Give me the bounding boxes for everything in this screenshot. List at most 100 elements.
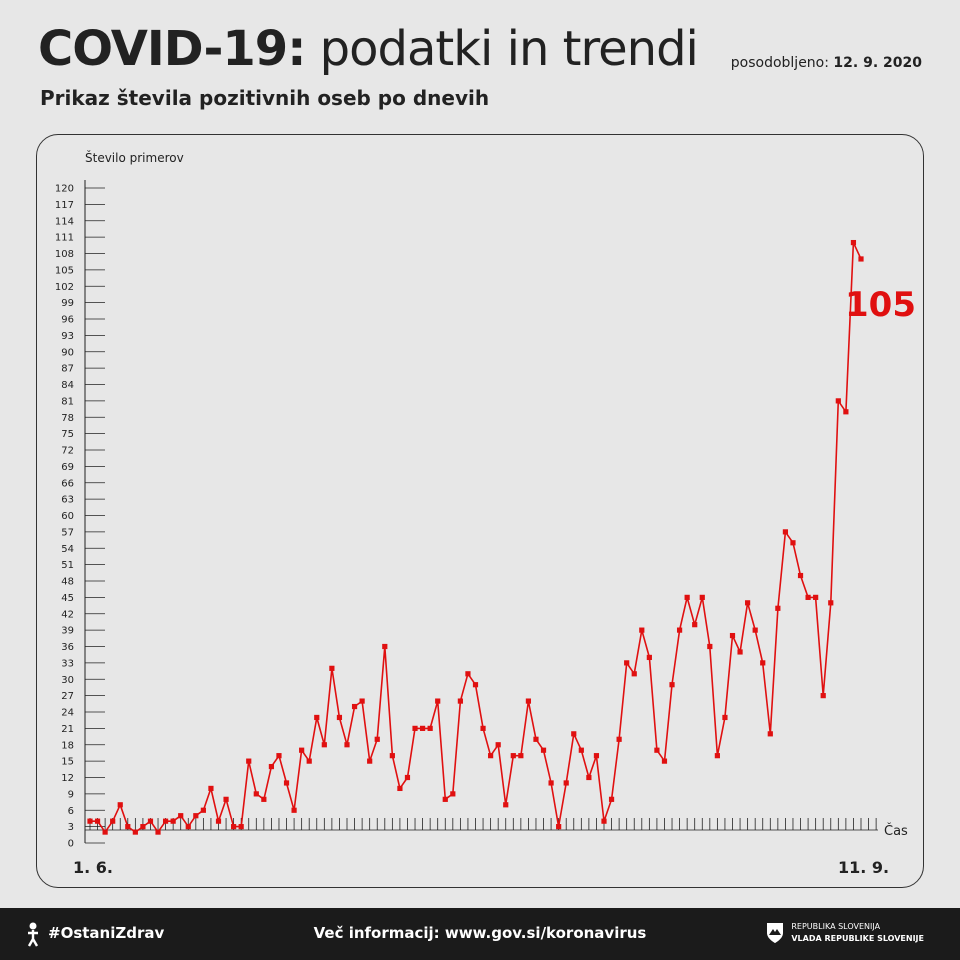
data-point [760, 660, 766, 666]
data-point [450, 791, 456, 797]
page-title: COVID-19: podatki in trendi [38, 14, 699, 84]
data-point [737, 649, 743, 655]
y-tick-label: 78 [61, 413, 74, 424]
y-tick-label: 0 [68, 839, 74, 850]
x-start-label: 1. 6. [73, 858, 113, 877]
data-point [835, 398, 841, 404]
chart-subtitle: Prikaz števila pozitivnih oseb po dnevih [40, 86, 490, 110]
y-tick-label: 51 [61, 560, 74, 571]
data-point [745, 600, 751, 606]
data-point [616, 736, 622, 742]
data-point [797, 572, 804, 579]
data-point [374, 736, 380, 742]
y-tick-label: 21 [61, 724, 74, 735]
data-point [813, 594, 819, 600]
data-point [775, 605, 781, 611]
y-tick-label: 108 [55, 249, 74, 260]
y-tick-label: 3 [68, 822, 74, 833]
data-point [631, 671, 637, 677]
y-tick-label: 63 [61, 495, 74, 506]
data-point [283, 780, 290, 786]
data-point [87, 818, 93, 824]
y-tick-label: 96 [61, 315, 74, 326]
more-info-link[interactable]: Več informacij: www.gov.si/koronavirus [313, 924, 647, 942]
data-point [397, 785, 403, 792]
data-point [556, 824, 562, 830]
data-point [367, 758, 373, 764]
last-value-label: 105 [845, 285, 916, 325]
data-point [722, 714, 728, 721]
data-point [790, 540, 796, 546]
data-point [540, 747, 547, 753]
data-point [276, 753, 282, 759]
data-point [571, 731, 577, 737]
y-tick-label: 30 [61, 675, 74, 686]
data-point [707, 643, 713, 650]
data-point [314, 714, 320, 721]
data-point [752, 627, 758, 633]
data-point [268, 763, 275, 770]
title-bold: COVID-19: [38, 21, 306, 77]
data-point [480, 725, 486, 731]
y-tick-label: 93 [61, 331, 74, 342]
gov-logo-text: REPUBLIKA SLOVENIJA VLADA REPUBLIKE SLOV… [791, 921, 924, 945]
y-tick-label: 15 [61, 757, 74, 768]
y-tick-label: 87 [61, 364, 74, 375]
series-line [90, 241, 862, 833]
data-point [306, 758, 312, 764]
y-tick-label: 45 [61, 593, 74, 604]
data-point [110, 818, 116, 824]
data-point [238, 824, 244, 830]
data-point [676, 627, 683, 633]
y-tick-label: 69 [61, 462, 74, 473]
y-tick-label: 24 [61, 708, 74, 719]
data-point [684, 594, 690, 600]
y-tick-label: 6 [68, 806, 74, 817]
y-tick-label: 36 [61, 642, 74, 653]
data-point [548, 780, 554, 786]
data-point [692, 622, 698, 628]
updated-date: 12. 9. 2020 [833, 55, 922, 71]
y-tick-label: 120 [55, 184, 74, 195]
data-point [419, 725, 426, 731]
y-tick-label: 48 [61, 577, 74, 588]
data-point [117, 802, 123, 808]
data-point [344, 742, 350, 748]
data-point [646, 654, 652, 661]
data-point [102, 829, 108, 835]
y-tick-label: 114 [55, 216, 74, 227]
data-point [185, 824, 191, 830]
data-point [200, 807, 206, 813]
y-tick-label: 18 [61, 740, 74, 751]
y-tick-label: 102 [55, 282, 74, 293]
y-tick-label: 90 [61, 347, 74, 358]
y-tick-label: 12 [61, 773, 74, 784]
data-point [404, 774, 411, 781]
data-point [351, 703, 358, 710]
data-point [389, 753, 395, 759]
y-tick-label: 99 [61, 298, 74, 309]
person-icon [27, 922, 39, 947]
y-tick-label: 33 [61, 658, 74, 669]
data-point [495, 742, 501, 748]
y-tick-label: 66 [61, 478, 74, 489]
data-point [782, 529, 789, 535]
footer-bar: #OstaniZdrav Več informacij: www.gov.si/… [0, 908, 960, 960]
data-point [533, 736, 539, 742]
data-point [359, 698, 365, 704]
data-point [223, 796, 229, 802]
data-point [503, 802, 509, 808]
data-point [382, 643, 388, 650]
data-point [654, 747, 660, 753]
data-point [601, 818, 607, 824]
updated-stamp: posodobljeno: 12. 9. 2020 [731, 55, 922, 71]
gov-line2: VLADA REPUBLIKE SLOVENIJE [791, 934, 924, 943]
data-point [321, 742, 327, 748]
y-tick-label: 42 [61, 609, 74, 620]
data-point [767, 731, 773, 737]
y-axis-label: Število primerov [85, 150, 184, 165]
y-tick-label: 117 [55, 200, 74, 211]
data-point [586, 774, 592, 781]
data-point [828, 600, 834, 606]
